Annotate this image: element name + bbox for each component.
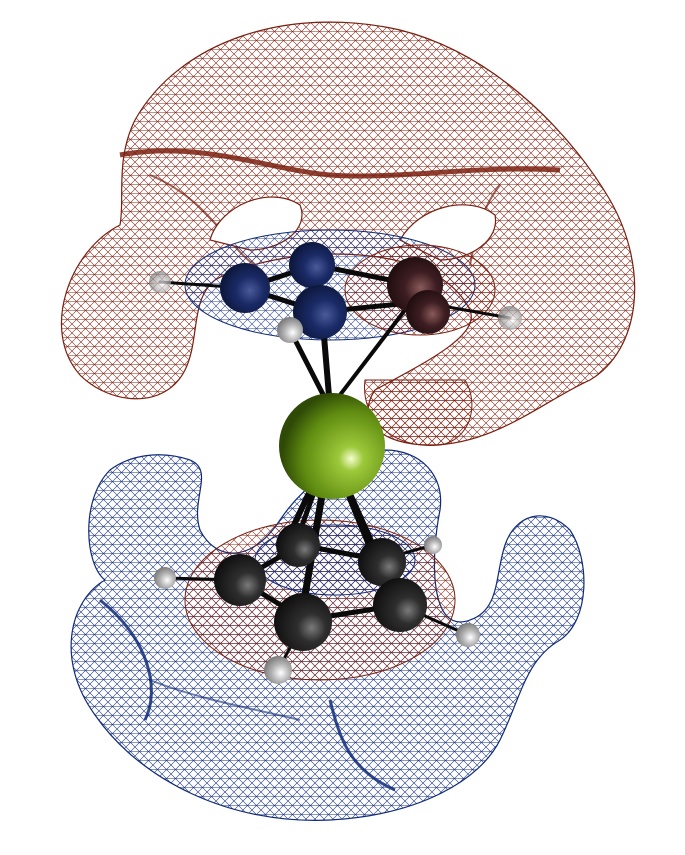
hydrogen-atom — [154, 567, 176, 589]
carbon-atom — [373, 578, 427, 632]
hydrogen-atom — [498, 306, 522, 330]
hydrogen-atom — [424, 536, 442, 554]
hydrogen-atom — [277, 317, 303, 343]
carbon-atom — [214, 554, 266, 606]
metal-atom — [279, 393, 385, 499]
hydrogen-atom — [149, 271, 171, 293]
carbon-atom — [220, 263, 270, 313]
carbon-atom — [358, 538, 406, 586]
hydrogen-atom — [456, 623, 480, 647]
carbon-atom — [293, 285, 347, 339]
carbon-atom — [276, 523, 320, 567]
carbon-atom — [289, 242, 335, 288]
carbon-atom — [406, 290, 450, 334]
hydrogen-atom — [264, 656, 292, 684]
carbon-atom — [274, 593, 332, 651]
atoms — [149, 242, 522, 684]
